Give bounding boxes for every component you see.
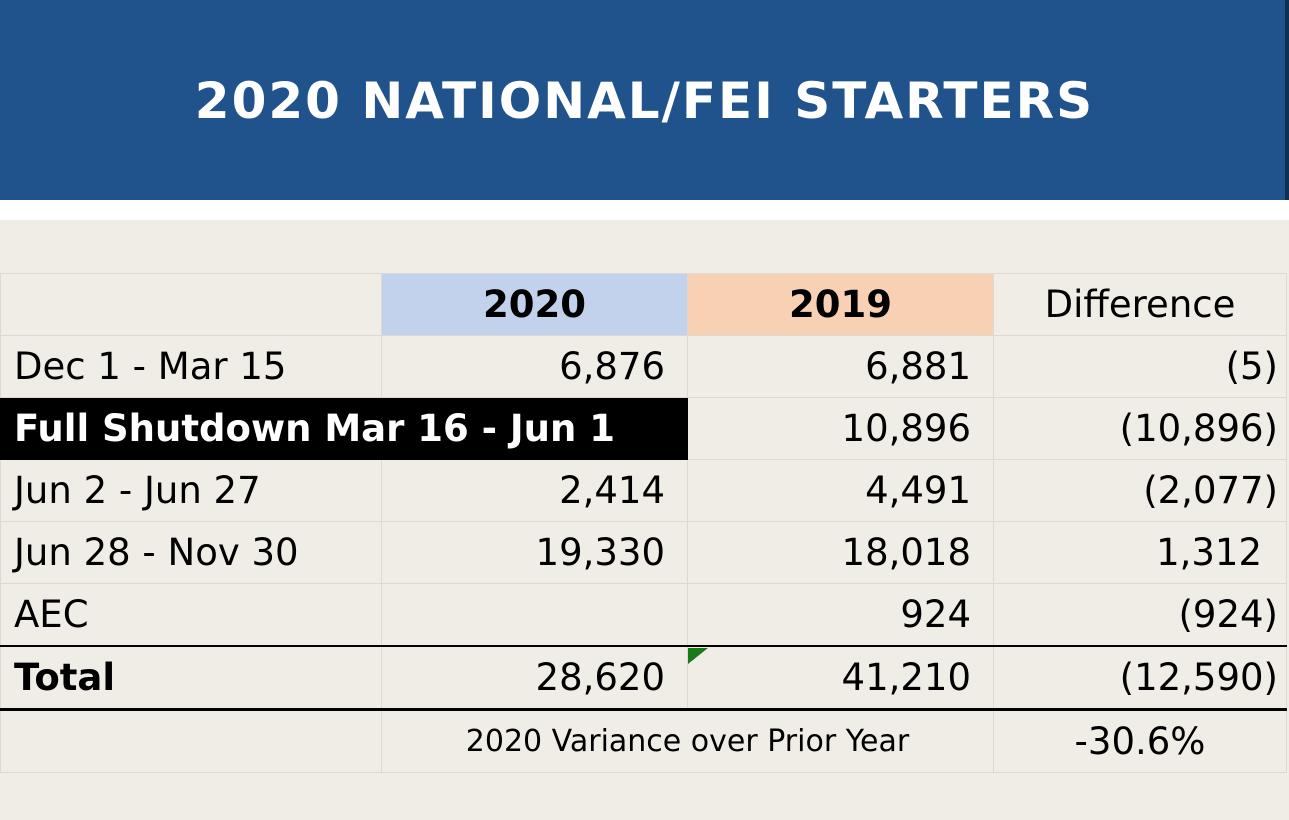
value-difference: 1,312 xyxy=(993,521,1287,584)
value-2020: 19,330 xyxy=(381,521,688,584)
total-2020: 28,620 xyxy=(381,645,688,711)
header-2019: 2019 xyxy=(687,273,994,336)
value-2019: 6,881 xyxy=(687,335,994,398)
banner-edge xyxy=(1285,0,1289,200)
value-difference: (5) xyxy=(993,335,1287,398)
cell-comment-indicator xyxy=(688,648,708,664)
divider-band xyxy=(0,200,1289,220)
page-title: 2020 NATIONAL/FEI STARTERS xyxy=(194,72,1095,130)
variance-label: 2020 Variance over Prior Year xyxy=(381,709,994,773)
header-row: 2020 2019 Difference xyxy=(0,273,1287,336)
value-2020: 6,876 xyxy=(381,335,688,398)
value-difference: (924) xyxy=(993,583,1287,647)
row-label: Jun 28 - Nov 30 xyxy=(0,521,382,584)
row-label-shutdown: Full Shutdown Mar 16 - Jun 1 xyxy=(0,397,688,460)
table-row: Dec 1 - Mar 15 6,876 6,881 (5) xyxy=(0,335,1287,398)
title-banner: 2020 NATIONAL/FEI STARTERS xyxy=(0,0,1289,200)
total-2019: 41,210 xyxy=(687,645,994,711)
table-row: Jun 2 - Jun 27 2,414 4,491 (2,077) xyxy=(0,459,1287,522)
value-2019: 18,018 xyxy=(687,521,994,584)
header-2020: 2020 xyxy=(381,273,688,336)
total-difference: (12,590) xyxy=(993,645,1287,711)
total-row: Total 28,620 41,210 (12,590) xyxy=(0,645,1287,711)
row-label: Jun 2 - Jun 27 xyxy=(0,459,382,522)
table-row-shutdown: Full Shutdown Mar 16 - Jun 1 10,896 (10,… xyxy=(0,397,1287,460)
value-difference: (10,896) xyxy=(993,397,1287,460)
value-2019: 924 xyxy=(687,583,994,647)
variance-empty-cell xyxy=(0,709,382,773)
value-2019: 4,491 xyxy=(687,459,994,522)
row-label: AEC xyxy=(0,583,382,647)
table-row: AEC 924 (924) xyxy=(0,583,1287,647)
variance-value: -30.6% xyxy=(993,709,1287,773)
row-label: Dec 1 - Mar 15 xyxy=(0,335,382,398)
header-difference: Difference xyxy=(993,273,1287,336)
value-2020 xyxy=(381,583,688,647)
value-2020: 2,414 xyxy=(381,459,688,522)
starters-table: 2020 2019 Difference Dec 1 - Mar 15 6,87… xyxy=(0,273,1287,773)
variance-row: 2020 Variance over Prior Year -30.6% xyxy=(0,709,1287,773)
value-difference: (2,077) xyxy=(993,459,1287,522)
header-empty-cell xyxy=(0,273,382,336)
value-2019: 10,896 xyxy=(687,397,994,460)
table-row: Jun 28 - Nov 30 19,330 18,018 1,312 xyxy=(0,521,1287,584)
total-label: Total xyxy=(0,645,382,711)
